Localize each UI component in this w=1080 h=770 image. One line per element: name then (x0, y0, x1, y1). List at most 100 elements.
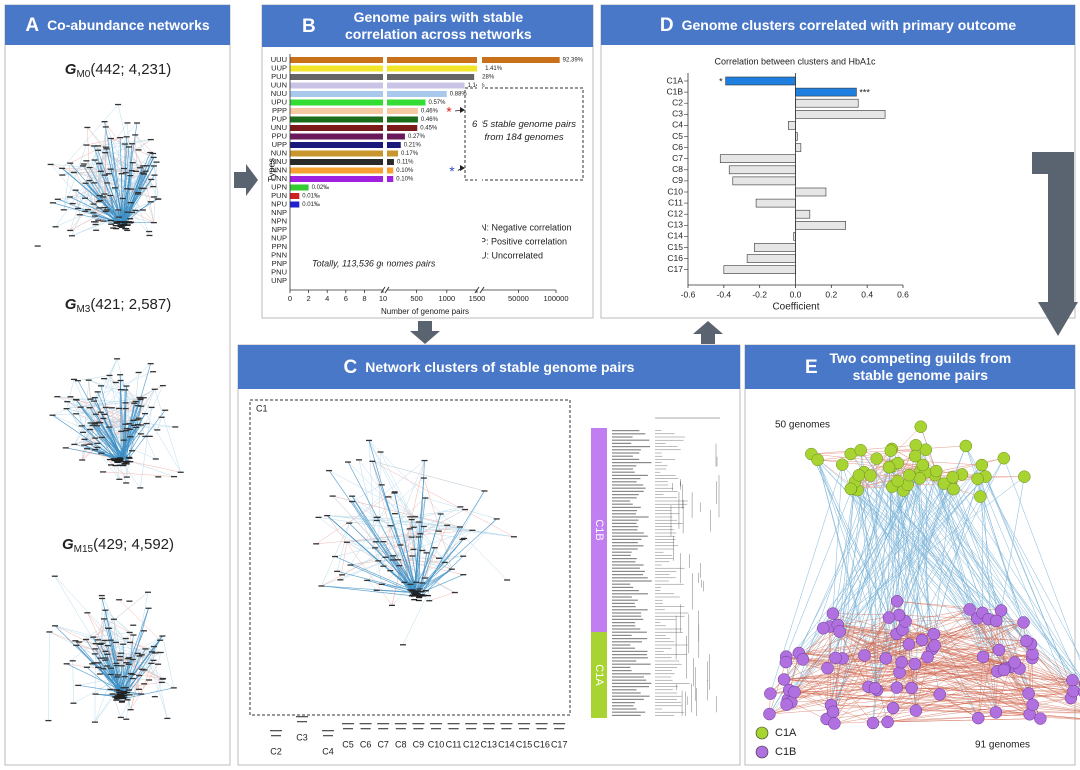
edge (425, 497, 497, 520)
node (71, 443, 78, 446)
node (890, 681, 904, 694)
node (382, 556, 389, 558)
node (47, 163, 54, 166)
node (138, 424, 145, 426)
node (826, 607, 840, 620)
edge (92, 425, 121, 462)
node (779, 655, 793, 669)
bar (290, 99, 426, 106)
leaf-label (612, 606, 636, 608)
edge (400, 544, 419, 593)
edge (316, 530, 473, 545)
edge (89, 429, 120, 457)
node (866, 716, 880, 730)
edge (66, 408, 158, 431)
edge (130, 642, 161, 653)
edge (936, 471, 984, 657)
node (882, 611, 896, 624)
mini-cluster (394, 723, 407, 725)
edge (372, 461, 399, 560)
y-tick-label: PPP (272, 106, 287, 115)
edge (367, 580, 377, 591)
axis-break-gap (477, 54, 482, 290)
edge (154, 678, 164, 697)
edge (157, 417, 162, 430)
node (104, 182, 111, 184)
node (116, 216, 123, 218)
leaf-label (612, 567, 640, 569)
node (106, 374, 113, 377)
edge (839, 631, 979, 719)
node (103, 209, 110, 211)
node (113, 221, 120, 223)
leaf-label (612, 574, 644, 576)
edge (769, 662, 787, 715)
mini-cluster (377, 723, 390, 725)
edge (94, 673, 132, 723)
node (844, 482, 858, 496)
node (421, 577, 428, 579)
node (142, 412, 149, 415)
node (1067, 684, 1080, 698)
node (414, 593, 421, 595)
node (171, 475, 178, 478)
node (1034, 712, 1047, 725)
edge (124, 658, 129, 697)
edge (52, 414, 119, 460)
y-tick-label: C7 (672, 153, 683, 163)
node (60, 209, 67, 211)
node (92, 642, 99, 645)
edge (832, 464, 843, 614)
node (83, 666, 90, 668)
edge (787, 668, 1020, 700)
node (107, 688, 114, 691)
node (349, 495, 356, 497)
edge (93, 632, 130, 638)
x-tick-label: 0.2 (825, 289, 837, 299)
node (87, 422, 94, 424)
edge (97, 145, 99, 202)
node (829, 651, 842, 665)
node (355, 459, 362, 461)
node (131, 402, 138, 404)
bar (728, 165, 796, 175)
node (394, 559, 401, 561)
node (121, 221, 128, 223)
value-label: 1.41% (485, 66, 503, 72)
node (337, 579, 344, 581)
bar (290, 108, 418, 114)
edge (769, 475, 910, 715)
leaf-label (612, 471, 635, 473)
symbol: G (62, 536, 74, 553)
node (150, 152, 157, 155)
node (127, 709, 134, 711)
edge (995, 712, 1080, 714)
edge (350, 556, 386, 566)
edge (418, 513, 441, 593)
node (422, 497, 429, 499)
node (66, 196, 73, 198)
bar (732, 176, 796, 186)
box-label: C1 (256, 403, 268, 413)
network (49, 358, 184, 489)
node (114, 461, 121, 464)
node (117, 224, 124, 226)
edge (392, 555, 417, 592)
node (107, 168, 114, 170)
edge (860, 450, 1011, 668)
node (102, 657, 109, 659)
bar (719, 154, 796, 163)
edge (385, 460, 425, 558)
legend-swatch (755, 745, 769, 759)
value-label: 1.14% (468, 83, 486, 89)
edge (125, 165, 144, 224)
leaf-label (612, 590, 639, 592)
leaf-label (612, 506, 641, 508)
node (100, 220, 107, 222)
edge (858, 475, 935, 646)
node (117, 655, 124, 658)
edge (416, 568, 453, 596)
subscript: M15 (74, 544, 94, 555)
leaf-label (612, 602, 635, 604)
marker: * (446, 104, 452, 120)
